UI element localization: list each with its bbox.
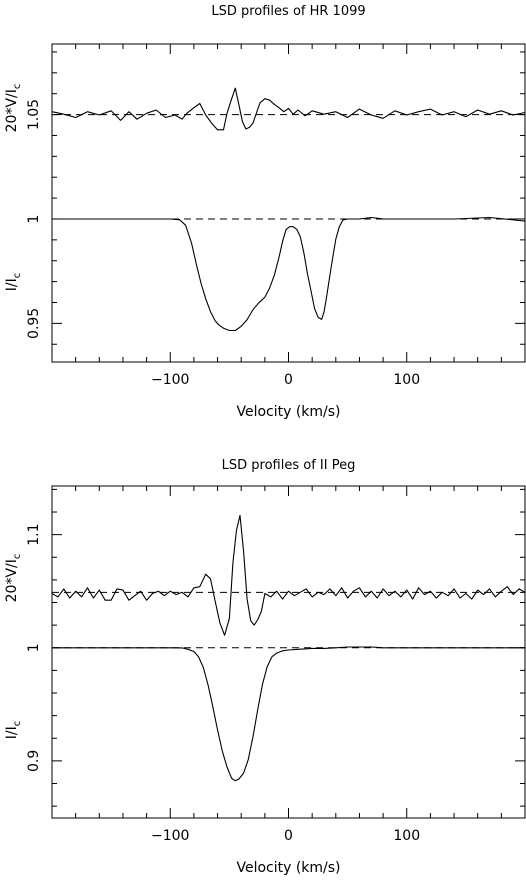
y-axis-label-upper: 20*V/Ic [4,554,23,603]
chart-title: LSD profiles of HR 1099 [211,4,365,19]
y-tick-label: 1 [26,643,42,652]
y-axis-label-lower-main: I/I [4,278,20,291]
y-axis-label-lower-main: I/I [4,726,20,739]
x-tick-label: −100 [151,372,189,388]
stokes-v-line [51,87,526,131]
y-axis-label-upper-subscript: c [12,84,23,90]
y-axis-label-upper-subscript: c [12,554,23,560]
x-tick-label: 100 [393,372,420,388]
x-tick-label: −100 [151,828,189,844]
x-tick-label: 0 [284,372,293,388]
y-axis-label-lower: I/Ic [4,273,23,291]
y-axis-label-upper-main: 20*V/I [4,89,20,132]
stokes-i-line [52,646,525,782]
plot-frame [51,43,526,363]
x-axis-label: Velocity (km/s) [236,860,340,876]
y-axis-label-lower-subscript: c [12,721,23,727]
x-tick-label: 0 [284,828,293,844]
plot-frame [51,485,526,819]
stokes-v-line [51,514,526,636]
iipeg-chart: LSD profiles of II Peg −100 0 100 1.1 1 0.9 Vel… [4,458,526,876]
stokes-i-line [52,216,526,332]
x-axis-label: Velocity (km/s) [236,404,340,420]
y-tick-label: 1.05 [26,99,42,130]
y-tick-label: 0.9 [26,750,42,772]
y-axis-label-upper: 20*V/Ic [4,84,23,133]
x-tick-label: 100 [393,828,420,844]
y-axis-label-upper-main: 20*V/I [4,559,20,602]
chart-title: LSD profiles of II Peg [222,458,356,473]
y-tick-label: 0.95 [26,308,42,339]
y-tick-label: 1 [26,215,42,224]
y-axis-label-lower: I/Ic [4,721,23,739]
y-tick-label: 1.1 [26,524,42,546]
hr1099-chart: LSD profiles of HR 1099 −100 0 100 1.05 1 0.95… [4,4,526,420]
y-axis-label-lower-subscript: c [12,273,23,279]
